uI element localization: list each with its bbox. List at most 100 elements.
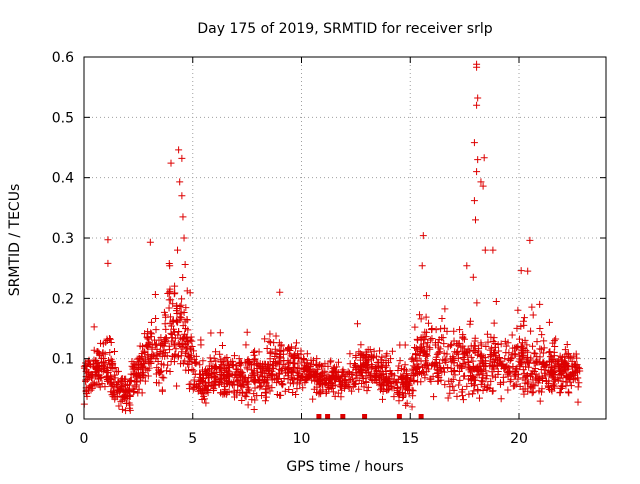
data-point [334, 389, 342, 397]
data-point [204, 367, 212, 375]
data-point [538, 373, 546, 381]
data-point [146, 238, 154, 246]
data-point [477, 339, 485, 347]
data-point [245, 385, 253, 393]
data-point [121, 382, 129, 390]
data-point [326, 358, 334, 366]
data-point [348, 387, 356, 395]
data-point [99, 340, 107, 348]
data-points [80, 60, 584, 415]
data-point [197, 376, 205, 384]
data-point [453, 392, 461, 400]
data-point [242, 393, 250, 401]
data-point [309, 395, 317, 403]
data-point [338, 386, 346, 394]
data-point [209, 387, 217, 395]
data-point [132, 381, 140, 389]
data-point [379, 387, 387, 395]
data-point [527, 356, 535, 364]
data-point [224, 358, 232, 366]
data-point [514, 306, 522, 314]
data-point [94, 348, 102, 356]
data-point [436, 345, 444, 353]
data-point [550, 362, 558, 370]
data-point [152, 326, 160, 334]
data-point [209, 362, 217, 370]
data-point [539, 349, 547, 357]
data-point [179, 359, 187, 367]
data-point [506, 356, 514, 364]
data-point [472, 216, 479, 224]
data-point [540, 337, 548, 345]
data-point [263, 345, 271, 353]
data-point [166, 285, 174, 293]
data-point [284, 375, 292, 383]
data-point [496, 380, 504, 388]
data-point [277, 354, 285, 362]
data-point [196, 380, 204, 388]
data-point [253, 392, 261, 400]
data-point [454, 342, 462, 350]
data-point [454, 354, 462, 362]
data-point [107, 355, 115, 363]
data-point [531, 368, 539, 376]
data-point [528, 389, 536, 397]
data-point [251, 347, 259, 355]
y-axis-label: SRMTID / TECUs [7, 184, 23, 297]
data-point [428, 325, 436, 333]
data-point [403, 374, 411, 382]
data-point [171, 282, 179, 290]
data-point [262, 379, 270, 387]
data-point [463, 348, 471, 356]
data-point [458, 388, 466, 396]
data-point [550, 348, 558, 356]
data-point [475, 345, 483, 353]
data-point [192, 359, 200, 367]
data-point [460, 335, 468, 343]
data-point [436, 359, 444, 367]
data-point [416, 311, 424, 319]
data-point [440, 340, 448, 348]
data-point [179, 274, 187, 282]
data-point [488, 368, 496, 376]
data-point [478, 352, 486, 360]
data-point [431, 341, 439, 349]
data-point [521, 385, 529, 393]
data-point [268, 384, 276, 392]
data-point [128, 358, 136, 366]
data-point [171, 352, 179, 360]
data-point [483, 385, 491, 393]
data-point [194, 387, 202, 395]
data-point [100, 358, 108, 366]
data-point [470, 197, 478, 205]
data-point [387, 382, 395, 390]
data-point [474, 351, 482, 359]
data-point [364, 364, 372, 372]
data-point [206, 354, 214, 362]
data-point [473, 63, 481, 71]
data-point [396, 357, 404, 365]
data-point [356, 368, 364, 376]
data-point [378, 395, 386, 403]
data-point [117, 375, 125, 383]
data-point [425, 319, 433, 327]
data-point [271, 345, 279, 353]
data-point [160, 374, 168, 382]
data-point [489, 372, 497, 380]
data-point [551, 376, 559, 384]
data-point [103, 366, 111, 374]
data-point [388, 384, 396, 392]
y-tick-label: 0.6 [52, 50, 74, 66]
data-point [479, 182, 487, 190]
data-point [174, 331, 182, 339]
data-point [158, 387, 166, 395]
data-point [262, 389, 270, 397]
data-point [337, 393, 345, 401]
data-point [306, 363, 314, 371]
data-point [206, 365, 214, 373]
data-point [483, 330, 491, 338]
data-point [182, 304, 190, 312]
data-point [172, 317, 180, 325]
data-point [151, 290, 159, 298]
data-point [468, 375, 476, 383]
